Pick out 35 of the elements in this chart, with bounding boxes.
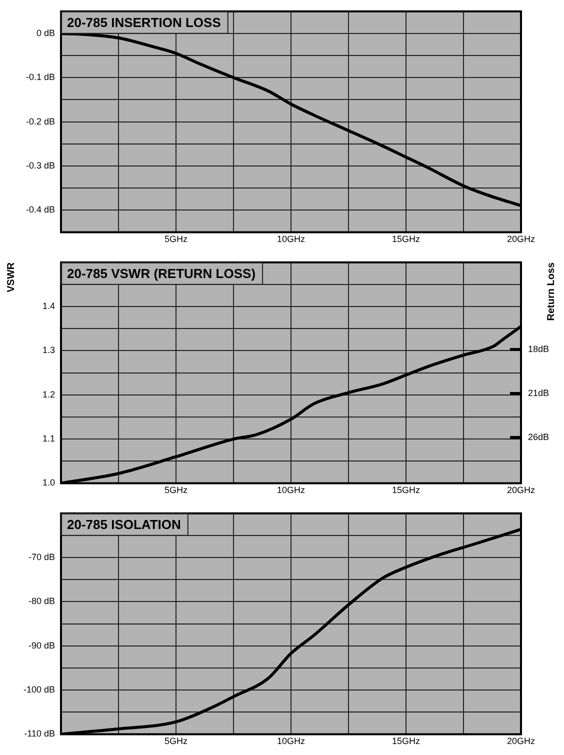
x-tick-label: 5GHz — [164, 736, 188, 746]
x-tick-label: 5GHz — [164, 234, 188, 244]
x-tick-label: 10GHz — [276, 736, 306, 746]
x-tick-label: 15GHz — [392, 485, 421, 496]
y2-axis-title: Return Loss — [546, 262, 557, 321]
chart-title: 20-785 ISOLATION — [67, 516, 181, 532]
y-tick-label: 1.3 — [42, 345, 55, 356]
y-tick-label: 1.0 — [42, 478, 55, 488]
x-tick-label: 15GHz — [392, 736, 421, 746]
y-tick-label: -80 dB — [28, 596, 55, 606]
y-tick-label: -0.1 dB — [26, 72, 55, 82]
y-tick-label: 0 dB — [36, 28, 55, 38]
y-tick-label: 1.1 — [42, 434, 55, 444]
y-tick-label: 1.2 — [42, 389, 55, 400]
y-tick-label: -90 dB — [28, 640, 55, 650]
x-tick-label: 20GHz — [506, 736, 536, 746]
y-tick-label: -0.4 dB — [26, 204, 55, 215]
text: 26dB — [528, 432, 550, 442]
y-tick-label: -0.3 dB — [26, 160, 55, 170]
y-tick-label: -0.2 dB — [26, 116, 55, 126]
x-tick-label: 10GHz — [276, 234, 306, 244]
x-tick-label: 15GHz — [392, 234, 421, 244]
y-tick-label: -110 dB — [24, 728, 55, 739]
x-tick-label: 20GHz — [506, 485, 536, 496]
chart-title: 20-785 VSWR (RETURN LOSS) — [67, 266, 256, 281]
y-tick-label: -70 dB — [28, 552, 55, 562]
x-tick-label: 20GHz — [506, 234, 536, 244]
y-tick-label: -100 dB — [23, 684, 55, 695]
text: 18dB — [528, 344, 550, 354]
text: 21dB — [528, 388, 550, 398]
y-tick-label: 1.4 — [42, 301, 55, 312]
y-axis-title: VSWR — [6, 262, 17, 292]
chart-title: 20-785 INSERTION LOSS — [67, 14, 222, 30]
x-tick-label: 5GHz — [164, 485, 188, 496]
x-tick-label: 10GHz — [276, 485, 306, 496]
